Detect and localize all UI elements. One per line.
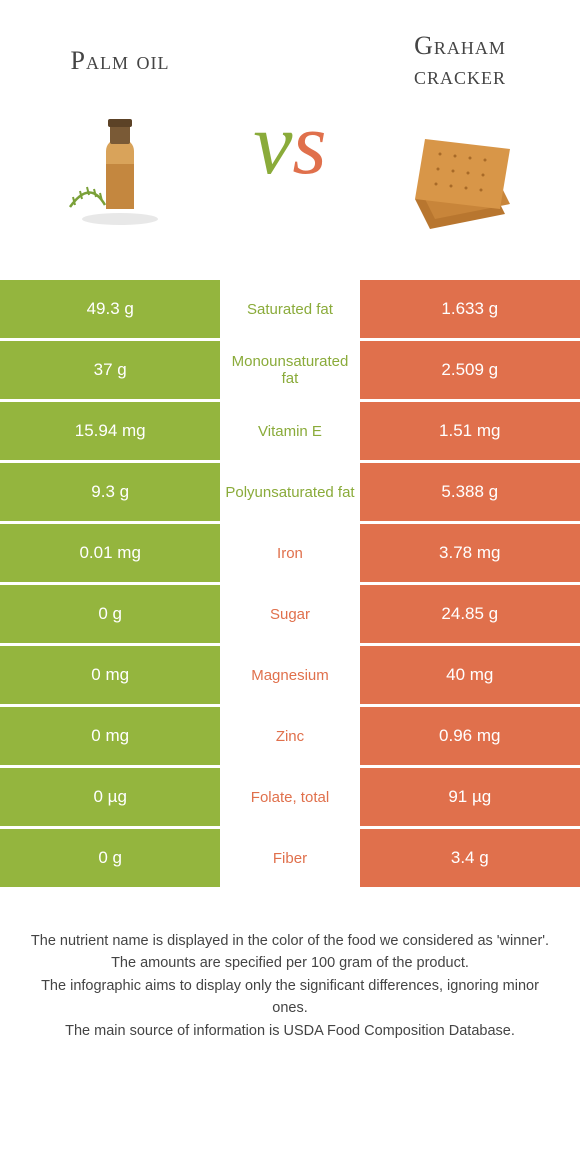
nutrient-label: Vitamin E [220,402,359,460]
vs-v: v [253,96,292,193]
footnote-line: The main source of information is USDA F… [30,1020,550,1042]
left-title: Palm oil [71,46,170,76]
graham-cracker-icon [385,109,535,259]
footnote-line: The nutrient name is displayed in the co… [30,930,550,952]
left-value: 15.94 mg [0,402,220,460]
footnote-line: The amounts are specified per 100 gram o… [30,952,550,974]
compare-row: 0.01 mgIron3.78 mg [0,524,580,585]
left-column-header: Palm oil [30,46,210,244]
compare-row: 0 µgFolate, total91 µg [0,768,580,829]
nutrient-label: Polyunsaturated fat [220,463,359,521]
right-title: Graham cracker [370,31,550,91]
left-value: 0 mg [0,646,220,704]
compare-row: 0 mgZinc0.96 mg [0,707,580,768]
vs-s: s [292,96,326,193]
left-value: 37 g [0,341,220,399]
left-value: 0 g [0,829,220,887]
right-value: 3.4 g [360,829,580,887]
compare-row: 0 mgMagnesium40 mg [0,646,580,707]
footnote-line: The infographic aims to display only the… [30,975,550,1020]
palm-oil-icon [45,94,195,244]
right-value: 40 mg [360,646,580,704]
right-value: 1.633 g [360,280,580,338]
compare-row: 37 gMonounsaturated fat2.509 g [0,341,580,402]
nutrient-label: Monounsaturated fat [220,341,359,399]
nutrient-label: Sugar [220,585,359,643]
right-value: 3.78 mg [360,524,580,582]
right-value: 91 µg [360,768,580,826]
nutrient-label: Fiber [220,829,359,887]
left-value: 0.01 mg [0,524,220,582]
left-value: 49.3 g [0,280,220,338]
left-value: 0 µg [0,768,220,826]
comparison-header: Palm oil vs Graham cracker [0,0,580,280]
right-value: 5.388 g [360,463,580,521]
nutrient-label: Iron [220,524,359,582]
nutrient-label: Folate, total [220,768,359,826]
nutrient-label: Saturated fat [220,280,359,338]
compare-row: 49.3 gSaturated fat1.633 g [0,280,580,341]
nutrient-label: Magnesium [220,646,359,704]
left-value: 9.3 g [0,463,220,521]
right-value: 1.51 mg [360,402,580,460]
compare-row: 15.94 mgVitamin E1.51 mg [0,402,580,463]
footnotes: The nutrient name is displayed in the co… [0,890,580,1042]
compare-row: 9.3 gPolyunsaturated fat5.388 g [0,463,580,524]
nutrient-label: Zinc [220,707,359,765]
left-value: 0 mg [0,707,220,765]
left-value: 0 g [0,585,220,643]
vs-label: vs [253,101,326,189]
compare-row: 0 gFiber3.4 g [0,829,580,890]
right-column-header: Graham cracker [370,31,550,259]
comparison-table: 49.3 gSaturated fat1.633 g37 gMonounsatu… [0,280,580,890]
right-value: 24.85 g [360,585,580,643]
right-value: 0.96 mg [360,707,580,765]
right-value: 2.509 g [360,341,580,399]
compare-row: 0 gSugar24.85 g [0,585,580,646]
